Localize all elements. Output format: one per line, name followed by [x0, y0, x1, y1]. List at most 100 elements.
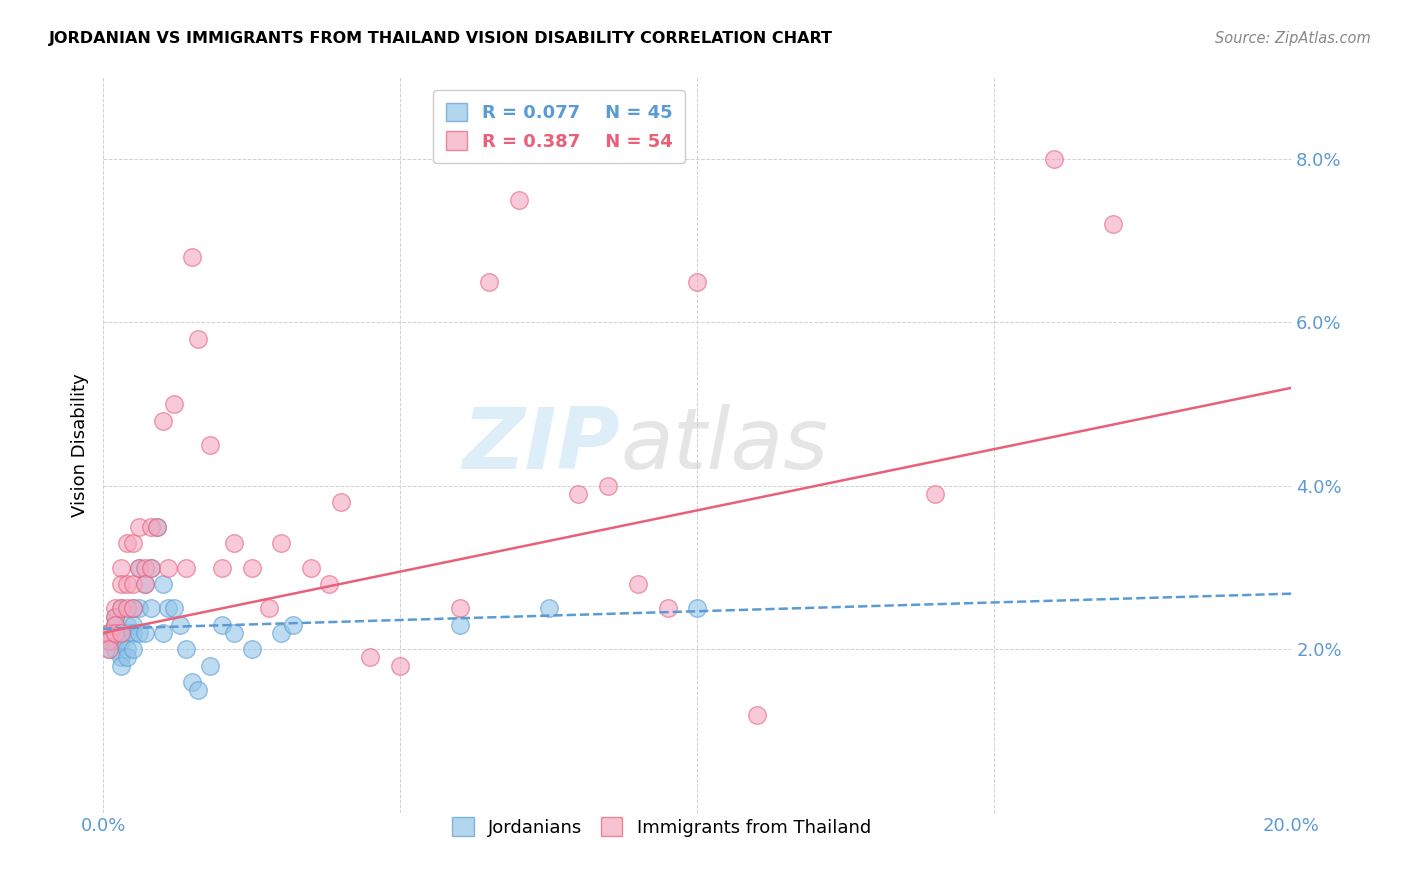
Point — [449, 617, 471, 632]
Point — [152, 625, 174, 640]
Point — [187, 332, 209, 346]
Point — [104, 617, 127, 632]
Point — [115, 650, 138, 665]
Point — [121, 601, 143, 615]
Point — [98, 642, 121, 657]
Point — [924, 487, 946, 501]
Point — [139, 601, 162, 615]
Point — [449, 601, 471, 615]
Point — [134, 560, 156, 574]
Point — [145, 519, 167, 533]
Point — [110, 560, 132, 574]
Point — [152, 577, 174, 591]
Point — [270, 625, 292, 640]
Point — [598, 479, 620, 493]
Point — [110, 650, 132, 665]
Point — [134, 577, 156, 591]
Point — [115, 642, 138, 657]
Point — [110, 577, 132, 591]
Point — [508, 193, 530, 207]
Point — [104, 642, 127, 657]
Point — [98, 634, 121, 648]
Point — [110, 601, 132, 615]
Point — [115, 617, 138, 632]
Point — [176, 642, 198, 657]
Point — [104, 601, 127, 615]
Point — [567, 487, 589, 501]
Point — [163, 601, 186, 615]
Point — [187, 683, 209, 698]
Point — [110, 625, 132, 640]
Point — [139, 519, 162, 533]
Point — [145, 519, 167, 533]
Point — [115, 536, 138, 550]
Point — [211, 617, 233, 632]
Point — [98, 634, 121, 648]
Point — [98, 642, 121, 657]
Text: atlas: atlas — [620, 403, 828, 486]
Point — [163, 397, 186, 411]
Text: ZIP: ZIP — [463, 403, 620, 486]
Point — [537, 601, 560, 615]
Point — [139, 560, 162, 574]
Point — [115, 577, 138, 591]
Point — [152, 413, 174, 427]
Point — [115, 601, 138, 615]
Point — [1102, 218, 1125, 232]
Point — [329, 495, 352, 509]
Point — [389, 658, 412, 673]
Point — [121, 601, 143, 615]
Point — [211, 560, 233, 574]
Y-axis label: Vision Disability: Vision Disability — [72, 373, 89, 516]
Point — [134, 577, 156, 591]
Point — [686, 601, 709, 615]
Point — [128, 560, 150, 574]
Point — [98, 625, 121, 640]
Point — [104, 625, 127, 640]
Point — [176, 560, 198, 574]
Point — [139, 560, 162, 574]
Point — [121, 617, 143, 632]
Point — [121, 625, 143, 640]
Point — [478, 275, 501, 289]
Point — [283, 617, 305, 632]
Point — [240, 560, 263, 574]
Point — [198, 438, 221, 452]
Point — [318, 577, 340, 591]
Point — [222, 536, 245, 550]
Point — [134, 625, 156, 640]
Point — [104, 617, 127, 632]
Point — [98, 625, 121, 640]
Legend: Jordanians, Immigrants from Thailand: Jordanians, Immigrants from Thailand — [444, 810, 879, 844]
Point — [128, 560, 150, 574]
Text: Source: ZipAtlas.com: Source: ZipAtlas.com — [1215, 31, 1371, 46]
Point — [240, 642, 263, 657]
Point — [98, 625, 121, 640]
Point — [181, 250, 204, 264]
Point — [128, 601, 150, 615]
Point — [157, 560, 180, 574]
Point — [110, 658, 132, 673]
Text: JORDANIAN VS IMMIGRANTS FROM THAILAND VISION DISABILITY CORRELATION CHART: JORDANIAN VS IMMIGRANTS FROM THAILAND VI… — [49, 31, 834, 46]
Point — [657, 601, 679, 615]
Point — [359, 650, 381, 665]
Point — [627, 577, 650, 591]
Point — [181, 674, 204, 689]
Point — [299, 560, 322, 574]
Point — [270, 536, 292, 550]
Point — [110, 601, 132, 615]
Point — [110, 634, 132, 648]
Point — [128, 625, 150, 640]
Point — [121, 536, 143, 550]
Point — [157, 601, 180, 615]
Point — [198, 658, 221, 673]
Point — [686, 275, 709, 289]
Point — [104, 634, 127, 648]
Point — [121, 642, 143, 657]
Point — [169, 617, 191, 632]
Point — [222, 625, 245, 640]
Point — [1042, 152, 1064, 166]
Point — [104, 609, 127, 624]
Point — [128, 519, 150, 533]
Point — [104, 609, 127, 624]
